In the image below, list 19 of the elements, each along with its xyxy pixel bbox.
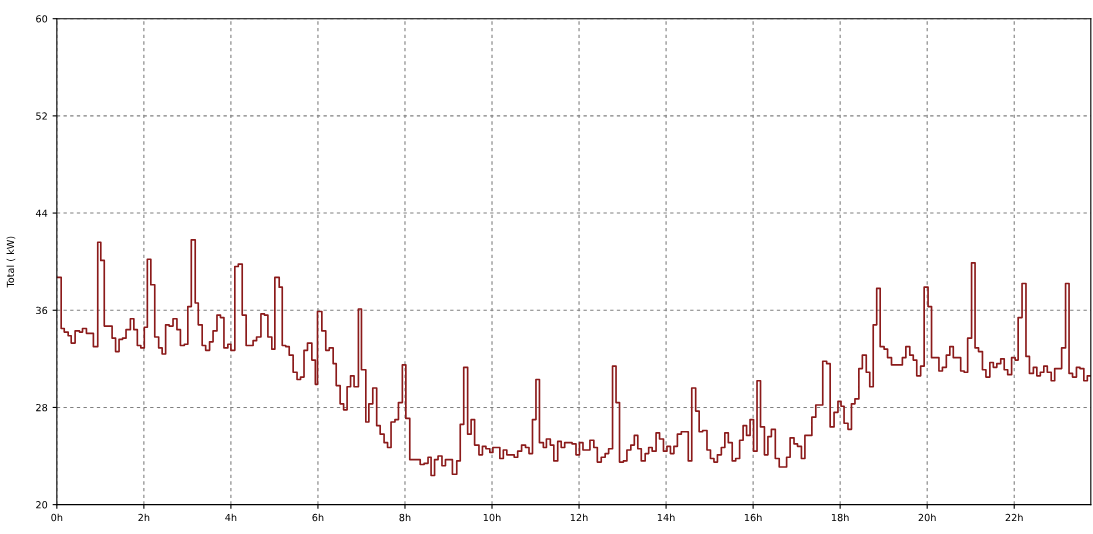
x-tick-label: 8h <box>399 513 411 522</box>
x-tick-label: 20h <box>918 513 936 522</box>
x-tick-label: 0h <box>51 513 63 522</box>
x-tick-label: 14h <box>657 513 675 522</box>
y-axis-title: Total ( kW) <box>6 236 16 288</box>
x-tick-label: 18h <box>831 513 849 522</box>
y-tick-label: 60 <box>36 15 48 23</box>
y-tick-label: 36 <box>36 306 48 315</box>
x-tick-label: 12h <box>570 513 588 522</box>
x-tick-label: 16h <box>744 513 762 522</box>
x-tick-label: 10h <box>483 513 501 522</box>
x-tick-label: 22h <box>1005 513 1023 522</box>
x-tick-label: 2h <box>138 513 150 522</box>
y-tick-label: 28 <box>36 403 48 412</box>
y-tick-label: 44 <box>35 209 48 217</box>
x-tick-label: 4h <box>225 513 237 522</box>
x-tick-label: 6h <box>312 513 324 522</box>
y-tick-label: 20 <box>36 501 48 509</box>
y-tick-label: 52 <box>36 112 47 120</box>
